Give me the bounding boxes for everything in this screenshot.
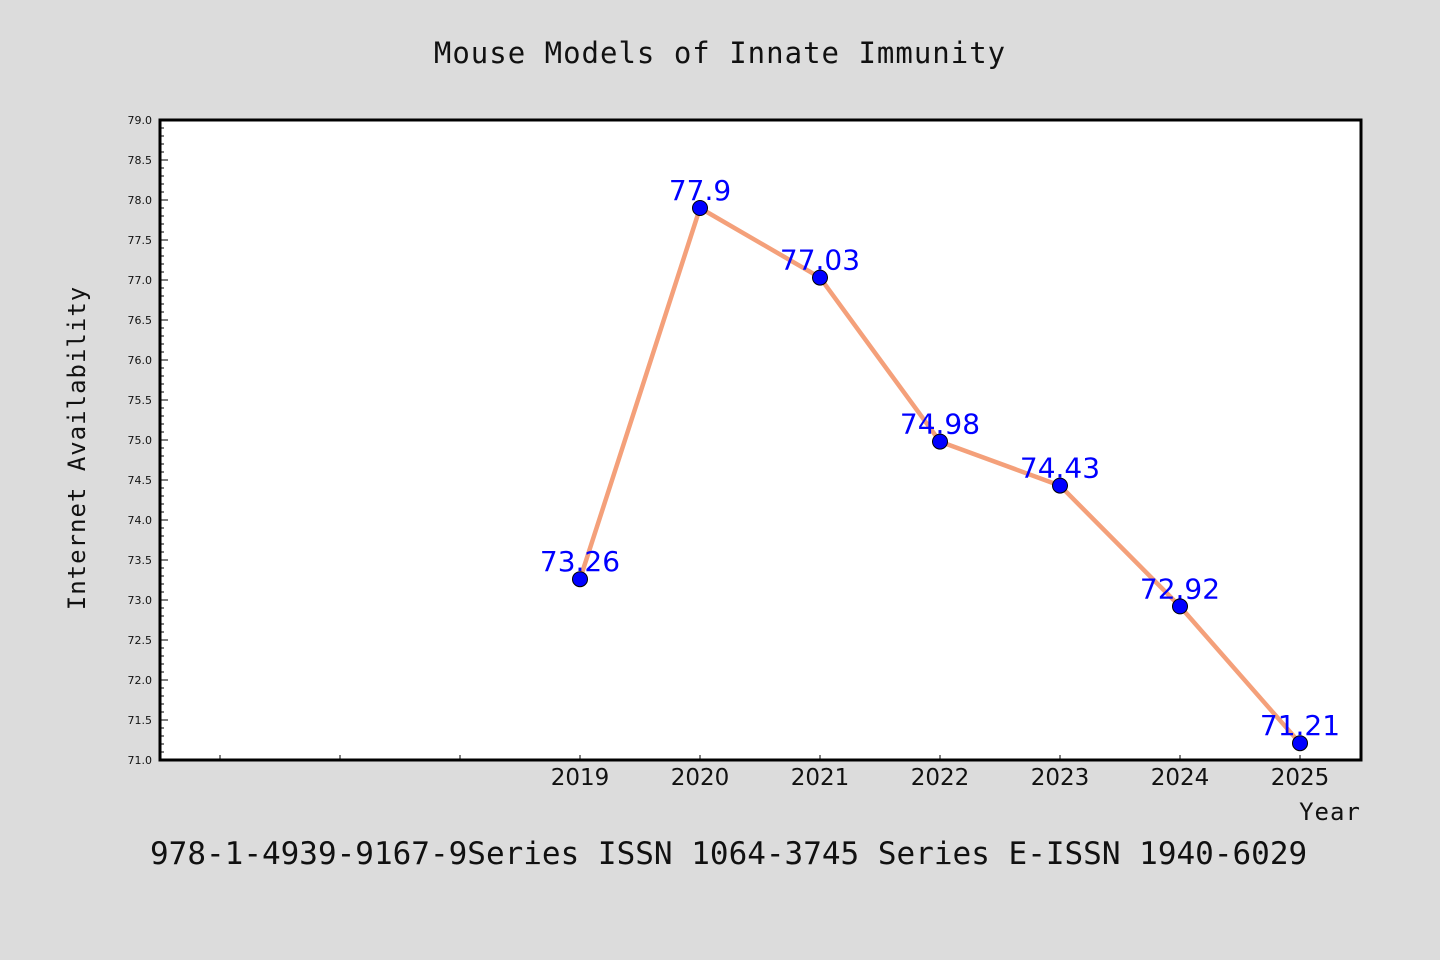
plot-area (158, 118, 1363, 762)
y-tick-label: 71.5 (128, 714, 153, 727)
data-point (572, 571, 588, 588)
x-tick-label: 2025 (1271, 765, 1330, 791)
data-label: 77.03 (780, 244, 860, 277)
data-label: 71.21 (1260, 709, 1340, 742)
x-tick-label: 2024 (1151, 765, 1210, 791)
y-tick-label: 77.5 (128, 234, 153, 247)
x-tick-label: 2020 (671, 765, 730, 791)
x-axis-label: Year (1299, 798, 1361, 826)
y-tick-label: 74.0 (128, 514, 153, 527)
y-tick-label: 73.0 (128, 594, 153, 607)
y-tick-label: 74.5 (128, 474, 153, 487)
y-tick-label: 78.5 (128, 154, 153, 167)
data-point (812, 269, 828, 286)
data-point (1052, 477, 1068, 494)
y-tick-label: 72.5 (128, 634, 153, 647)
data-point (1292, 735, 1308, 752)
x-axis: 2019 2020 2021 2022 2023 2024 2025 (219, 755, 1330, 791)
data-label: 74.98 (900, 408, 980, 441)
chart-title: Mouse Models of Innate Immunity (434, 36, 1006, 70)
y-tick-label: 77.0 (128, 274, 153, 287)
footer-text: 978-1-4939-9167-9Series ISSN 1064-3745 S… (150, 836, 1307, 872)
y-axis: 71.0 71.5 72.0 72.5 73.0 73.5 74.0 74.5 75.0 75.5… (128, 114, 168, 767)
y-tick-label: 76.0 (128, 354, 153, 367)
data-label: 74.43 (1020, 452, 1100, 485)
y-tick-label: 75.0 (128, 434, 153, 447)
x-tick-label: 2022 (911, 765, 970, 791)
data-point (932, 433, 948, 450)
y-tick-label: 79.0 (128, 114, 153, 127)
y-axis-label: Internet Availability (63, 286, 91, 610)
y-tick-label: 78.0 (128, 194, 153, 207)
data-label: 73.26 (540, 545, 620, 578)
y-tick-label: 71.0 (128, 754, 153, 767)
y-tick-label: 73.5 (128, 554, 153, 567)
data-point (692, 200, 708, 216)
markers-group (572, 200, 1308, 752)
y-tick-label: 72.0 (128, 674, 153, 687)
y-tick-label: 76.5 (128, 314, 153, 327)
x-tick-label: 2023 (1031, 765, 1090, 791)
data-labels-group: 73.26 77.9 77.03 74.98 74.43 72.92 71.21 (540, 174, 1340, 742)
data-label: 72.92 (1140, 572, 1220, 605)
x-tick-label: 2021 (791, 765, 850, 791)
data-label: 77.9 (669, 174, 731, 207)
x-tick-label: 2019 (551, 765, 610, 791)
data-point (1172, 598, 1188, 615)
y-tick-label: 75.5 (128, 394, 153, 407)
